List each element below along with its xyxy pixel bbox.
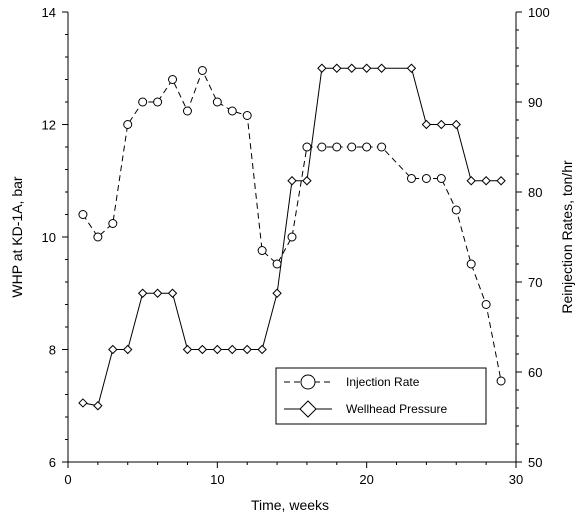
- x-tick-label: 10: [210, 472, 224, 487]
- left-tick-label: 6: [49, 455, 56, 470]
- legend-diamond-marker: [299, 400, 317, 418]
- wellhead-pressure-series-line: [82, 67, 502, 407]
- wellhead-pressure-point: [108, 344, 118, 355]
- legend-item-wellhead-pressure: Wellhead Pressure: [284, 400, 447, 418]
- x-axis: 0 10 20 30: [64, 462, 523, 487]
- injection-rate-point: [466, 259, 476, 269]
- wellhead-pressure-point: [466, 176, 476, 186]
- wellhead-pressure-point: [257, 344, 267, 355]
- wellhead-pressure-point: [436, 119, 447, 130]
- wellhead-pressure-point: [197, 344, 208, 355]
- wellhead-pressure-point: [123, 344, 133, 355]
- right-y-axis-title: Reinjection Rates, ton/hr: [559, 160, 575, 314]
- wellhead-pressure-point: [137, 288, 148, 298]
- left-tick-label: 8: [49, 343, 56, 358]
- x-tick-label: 30: [509, 472, 523, 487]
- wellhead-pressure-point: [376, 63, 387, 73]
- injection-rate-point: [242, 111, 252, 120]
- injection-rate-point: [138, 97, 148, 107]
- right-tick-label: 50: [528, 455, 542, 470]
- injection-rate-point: [197, 66, 207, 75]
- wellhead-pressure-point: [242, 344, 252, 355]
- wellhead-pressure-point: [481, 176, 491, 186]
- injection-rate-point: [257, 246, 267, 255]
- injection-rate-point: [377, 142, 387, 152]
- injection-rate-point: [123, 120, 133, 129]
- right-y-axis: 50 60 70 80 90 100: [516, 5, 550, 470]
- injection-rate-point: [317, 142, 327, 152]
- injection-rate-point: [332, 142, 342, 152]
- wellhead-pressure-point: [421, 119, 432, 130]
- legend: Injection Rate Wellhead Pressure: [275, 367, 487, 425]
- left-tick-label: 14: [42, 5, 56, 20]
- injection-rate-point: [287, 232, 297, 242]
- legend-circle-marker: [300, 374, 316, 390]
- right-tick-label: 70: [528, 275, 542, 290]
- left-tick-label: 10: [42, 230, 56, 245]
- injection-rate-point: [168, 75, 178, 84]
- injection-rate-series-line: [82, 69, 502, 382]
- wellhead-pressure-point: [347, 63, 357, 73]
- legend-label-wellhead-pressure: Wellhead Pressure: [346, 402, 447, 416]
- injection-rate-point: [93, 232, 103, 242]
- injection-rate-point: [227, 106, 237, 116]
- x-axis-title: Time, weeks: [251, 497, 329, 513]
- injection-rate-point: [436, 174, 446, 183]
- legend-label-injection-rate: Injection Rate: [346, 375, 420, 389]
- injection-rate-point: [182, 106, 192, 116]
- injection-rate-point: [481, 300, 491, 309]
- left-y-axis-title: WHP at KD-1A, bar: [9, 176, 25, 297]
- wellhead-pressure-point: [152, 288, 163, 298]
- left-y-axis: 6 8 10 12 14: [42, 5, 68, 470]
- wellhead-pressure-point: [93, 401, 103, 411]
- wellhead-pressure-point: [287, 176, 297, 186]
- injection-rate-point: [496, 376, 506, 386]
- series-layer: [78, 63, 506, 411]
- wellhead-pressure-point: [227, 344, 237, 355]
- wellhead-pressure-point: [361, 63, 372, 73]
- legend-item-injection-rate: Injection Rate: [284, 374, 420, 390]
- wellhead-pressure-point: [451, 119, 461, 130]
- x-tick-label: 0: [64, 472, 71, 487]
- injection-rate-point: [406, 174, 416, 183]
- right-tick-label: 80: [528, 185, 542, 200]
- x-tick-label: 20: [359, 472, 373, 487]
- injection-rate-point: [347, 142, 357, 152]
- wellhead-pressure-point: [212, 344, 223, 355]
- wellhead-pressure-point: [496, 176, 506, 186]
- wellhead-pressure-point: [78, 398, 88, 408]
- wellhead-pressure-point: [302, 176, 312, 186]
- wellhead-pressure-point: [332, 63, 342, 73]
- injection-rate-point: [421, 174, 431, 183]
- wellhead-pressure-point: [167, 288, 178, 298]
- injection-rate-point: [451, 205, 461, 215]
- wellhead-pressure-point: [182, 344, 193, 355]
- wellhead-pressure-point: [406, 63, 417, 73]
- injection-rate-point: [362, 142, 372, 152]
- right-tick-label: 90: [528, 95, 542, 110]
- wellhead-pressure-point: [317, 63, 327, 73]
- wellhead-pressure-point: [272, 288, 282, 298]
- left-tick-label: 12: [42, 118, 56, 133]
- injection-rate-point: [78, 210, 88, 219]
- injection-rate-point: [108, 219, 118, 228]
- injection-rate-point: [272, 259, 282, 269]
- right-tick-label: 100: [528, 5, 550, 20]
- injection-rate-point: [153, 97, 163, 107]
- injection-rate-point: [212, 97, 222, 107]
- right-tick-label: 60: [528, 365, 542, 380]
- injection-rate-point: [302, 142, 312, 152]
